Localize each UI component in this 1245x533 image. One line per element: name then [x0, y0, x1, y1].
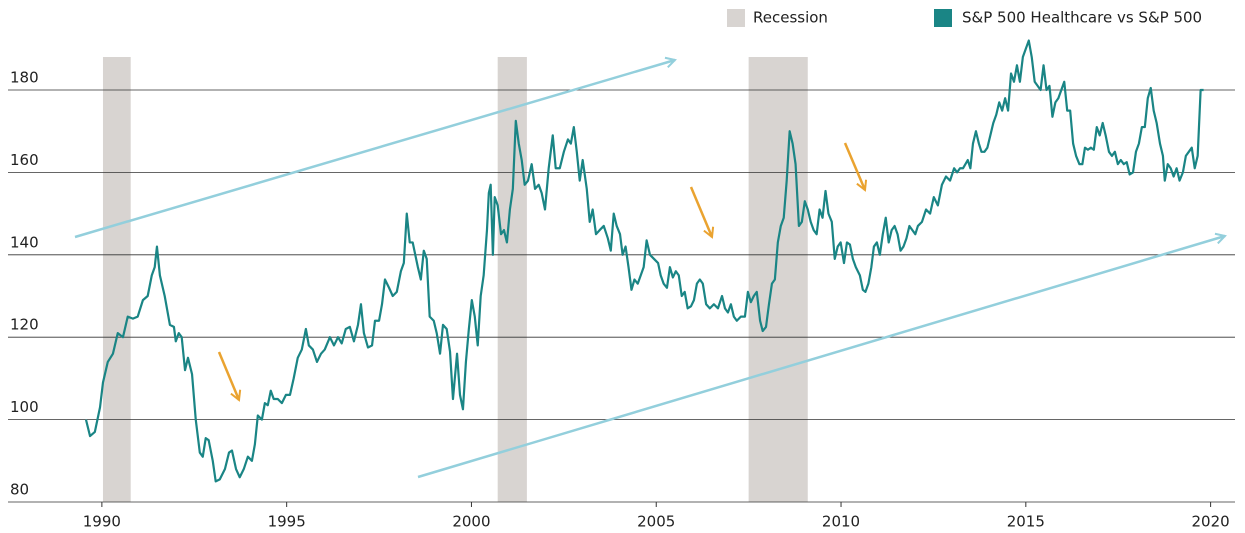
y-tick-label: 120	[10, 316, 39, 334]
grid: 80 100 120 140 160 180 1990 1995 2000 2005 2010 201…	[8, 69, 1235, 531]
y-tick-label: 180	[10, 69, 39, 87]
legend-swatch	[727, 9, 745, 27]
recession-band	[497, 57, 527, 502]
x-tick-label: 2000	[452, 513, 490, 531]
y-tick-label: 160	[10, 151, 39, 169]
recession-bands	[102, 57, 808, 502]
x-tick-label: 2020	[1192, 513, 1230, 531]
series-line	[84, 39, 1204, 483]
y-tick-label: 100	[10, 398, 39, 416]
y-tick-label: 140	[10, 233, 39, 251]
legend-label: Recession	[753, 9, 828, 27]
legend-swatch	[934, 9, 952, 27]
legend: Recession S&P 500 Healthcare vs S&P 500	[727, 9, 1202, 27]
x-tick-label: 2015	[1007, 513, 1045, 531]
legend-label: S&P 500 Healthcare vs S&P 500	[962, 9, 1202, 27]
x-tick-label: 1995	[268, 513, 306, 531]
y-tick-label: 80	[10, 481, 29, 499]
trend-arrow	[74, 60, 675, 239]
down-arrow	[217, 351, 239, 400]
down-arrow	[843, 142, 865, 190]
x-tick-label: 2005	[637, 513, 675, 531]
trend-arrow	[417, 236, 1225, 479]
recession-band	[748, 57, 808, 502]
plot	[84, 39, 1204, 483]
down-arrow	[689, 186, 712, 237]
x-tick-label: 2010	[822, 513, 860, 531]
annotations	[74, 60, 1225, 479]
x-tick-label: 1990	[83, 513, 121, 531]
recession-band	[102, 57, 131, 502]
